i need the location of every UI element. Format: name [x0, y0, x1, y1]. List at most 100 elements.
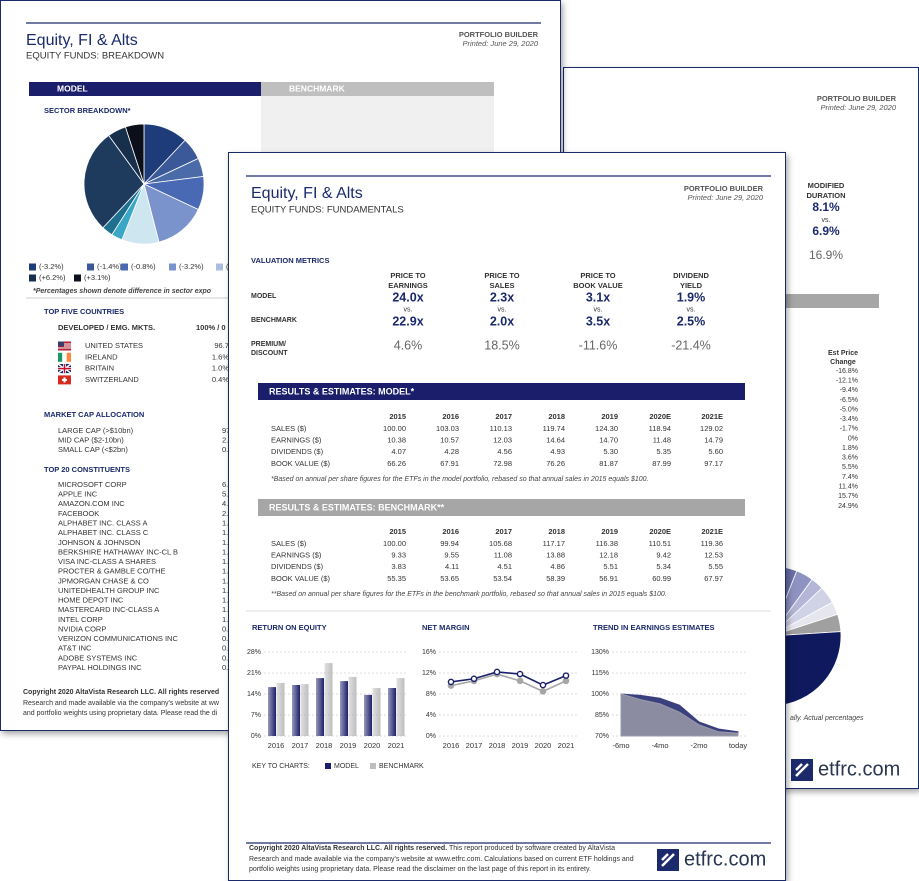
table-cell: 4.86: [550, 562, 565, 571]
table-cell: 11.48: [653, 436, 671, 445]
price-change: -16.8%: [836, 368, 858, 375]
column-head: PRICE TO: [390, 271, 425, 280]
holding-name: PROCTER & GAMBLE CO/THE: [58, 567, 166, 576]
table-cell: 10.57: [440, 436, 459, 445]
table-cell: 56.91: [599, 574, 618, 583]
y-tick-label: 14%: [247, 691, 261, 698]
holding-weight: 5.: [222, 490, 228, 499]
column-head: YIELD: [680, 281, 703, 290]
doc-subtitle: EQUITY FUNDS: FUNDAMENTALS: [251, 205, 404, 216]
column-head: 2019: [601, 527, 618, 536]
line: [450, 673, 567, 693]
y-tick-label: 130%: [591, 649, 609, 656]
chart-title: TREND IN EARNINGS ESTIMATES: [593, 623, 715, 632]
table-cell: 119.36: [701, 539, 723, 548]
country-weight: 1.0%: [212, 364, 229, 373]
metric-value: 8.1%: [812, 200, 840, 214]
logo-mark: [661, 853, 675, 867]
metric-value: 4.6%: [394, 338, 423, 352]
column-head: 2019: [601, 412, 618, 421]
vs: vs.: [404, 306, 413, 313]
x-tick-label: -4mo: [651, 741, 668, 750]
price-change: 7.4%: [842, 474, 858, 481]
table-cell: 87.99: [652, 459, 671, 468]
price-change: 24.9%: [838, 503, 858, 510]
bar: [324, 663, 333, 736]
table-cell: 9.42: [656, 551, 671, 560]
legend-swatch: [29, 263, 36, 271]
table-cell: 110.51: [649, 539, 671, 548]
table-cell: 119.74: [543, 424, 565, 433]
vs: vs.: [498, 306, 507, 313]
flag: [58, 345, 71, 347]
page-canvas: Equity, FI & Alts EQUITY FUNDS: FUNDAMENT…: [246, 175, 771, 871]
row-label: DISCOUNT: [251, 350, 288, 357]
holding-name: VERIZON COMMUNICATIONS INC: [58, 634, 178, 643]
holding-name: PAYPAL HOLDINGS INC: [58, 663, 142, 672]
table-cell: 5.51: [603, 562, 618, 571]
x-tick-label: 2017: [292, 741, 309, 750]
holding-name: APPLE INC: [58, 490, 98, 499]
holding-weight: 0.: [222, 663, 228, 672]
holding-name: BERKSHIRE HATHAWAY INC-CL B: [58, 547, 178, 556]
price-change: -6.5%: [840, 397, 858, 404]
area: [620, 693, 739, 737]
table-cell: 67.91: [440, 459, 459, 468]
row-label: BENCHMARK: [251, 317, 297, 324]
column-head: BOOK VALUE: [573, 281, 622, 290]
y-tick-label: 12%: [422, 670, 436, 677]
metric-label: DURATION: [806, 191, 845, 200]
column-head: 2016: [442, 527, 459, 536]
marker: [516, 670, 524, 678]
column-head: 2021E: [701, 527, 723, 536]
bar: [348, 676, 357, 736]
section-title: VALUATION METRICS: [251, 256, 329, 265]
flag: [58, 341, 64, 347]
printed: Printed: June 29, 2020: [821, 103, 897, 112]
price-change: -1.7%: [840, 426, 858, 433]
row-label: PREMIUM/: [251, 341, 286, 348]
cap-name: MID CAP ($2-10bn): [58, 435, 124, 444]
holding-name: VISA INC-CLASS A SHARES: [58, 557, 156, 566]
y-tick-label: 8%: [426, 691, 436, 698]
table-cell: 58.39: [546, 574, 565, 583]
column-head: 2020E: [649, 412, 671, 421]
bar: [292, 685, 300, 736]
table-cell: 76.26: [546, 459, 565, 468]
flag: [58, 352, 63, 362]
table-cell: 10.38: [387, 436, 406, 445]
column-head: PRICE TO: [580, 271, 615, 280]
section-title: MARKET CAP ALLOCATION: [44, 410, 144, 419]
marker: [539, 688, 547, 695]
printed: Printed: June 29, 2020: [463, 39, 539, 48]
x-tick-label: 2016: [268, 741, 285, 750]
holding-name: HOME DEPOT INC: [58, 596, 124, 605]
table-cell: 4.51: [497, 562, 512, 571]
flag: [58, 367, 71, 370]
legend-swatch: [29, 274, 36, 282]
table-cell: 4.56: [497, 447, 512, 456]
holding-name: MICROSOFT CORP: [58, 480, 127, 489]
builder: PORTFOLIO BUILDER: [684, 184, 764, 193]
copyright-line: Copyright 2020 AltaVista Research LLC. A…: [23, 689, 220, 696]
column-head: PRICE TO: [484, 271, 519, 280]
printed: Printed: June 29, 2020: [688, 193, 764, 202]
logo-text: etfrc.com: [684, 848, 766, 870]
table-cell: 99.94: [440, 539, 459, 548]
row-label: BOOK VALUE ($): [271, 459, 331, 468]
section-title: SECTOR BREAKDOWN*: [44, 106, 131, 115]
legend-swatch: [121, 263, 128, 271]
column-head: 2017: [495, 527, 512, 536]
legend-swatch: [74, 274, 81, 282]
country-weight: 96.7: [214, 341, 229, 350]
y-tick-label: 100%: [591, 691, 609, 698]
table-cell: 60.99: [652, 574, 671, 583]
bar: [396, 678, 405, 736]
flag: [62, 352, 67, 362]
row-label: MODEL: [251, 293, 277, 300]
y-tick-label: 7%: [251, 712, 261, 719]
section-bar: [258, 499, 745, 516]
holding-weight: 1.: [222, 586, 228, 595]
holding-weight: 0.: [222, 634, 228, 643]
price-change: 15.7%: [838, 493, 858, 500]
